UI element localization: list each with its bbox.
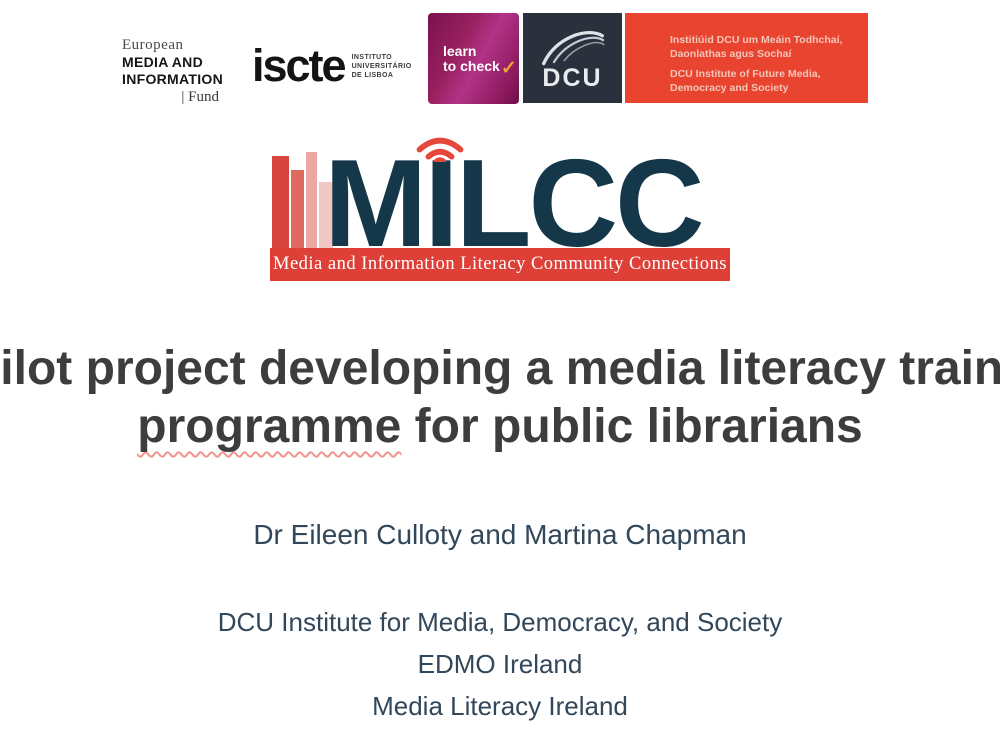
wifi-icon: [416, 137, 464, 162]
emif-line1: European: [122, 37, 184, 53]
emif-line3: INFORMATION: [122, 71, 224, 87]
irish-line2: Daonlathas agus Sochaí: [670, 47, 792, 60]
dcu-institute-irish: Institiúid DCU um Meáin Todhchaí, Daonla…: [670, 34, 858, 61]
iscte-subline1: INSTITUTO: [351, 53, 392, 61]
english-line1: DCU Institute of Future Media,: [670, 68, 821, 80]
title-line1: A pilot project developing a media liter…: [0, 342, 1000, 395]
book-spine-2: [291, 170, 304, 248]
dcu-logo: DCU: [523, 13, 622, 103]
learn-to-check-line2: to check✓: [443, 57, 517, 79]
affiliation-line: Media Literacy Ireland: [372, 691, 628, 721]
slide-title: A pilot project developing a media liter…: [0, 340, 1000, 456]
authors-line: Dr Eileen Culloty and Martina Chapman: [253, 519, 747, 550]
title-word-programme: programme: [137, 400, 402, 453]
book-spines-icon: [272, 152, 333, 248]
dcu-institute-english: DCU Institute of Future Media, Democracy…: [670, 68, 858, 95]
learn-to-check-line1: learn: [443, 42, 477, 59]
iscte-wordmark: iscte: [252, 40, 347, 91]
milcc-wordmark: MI LCC: [324, 137, 705, 266]
affiliation-line: EDMO Ireland: [417, 649, 583, 679]
english-line2: Democracy and Society: [670, 81, 789, 94]
check-icon: ✓: [500, 57, 517, 79]
iscte-subline3: DE LISBOA: [351, 71, 394, 79]
book-spine-1: [272, 156, 289, 248]
affiliation-line: DCU Institute for Media, Democracy, and …: [217, 607, 783, 637]
iscte-subline2: UNIVERSITÁRIO: [351, 62, 412, 70]
book-spine-4: [319, 182, 333, 248]
milcc-logo: MI LCC Media and Information Literacy Co…: [270, 124, 730, 281]
iscte-subtext: INSTITUTO UNIVERSITÁRIO DE LISBOA: [352, 53, 412, 80]
irish-line1: Institiúid DCU um Meáin Todhchaí,: [670, 34, 843, 46]
emif-line4: | Fund: [181, 89, 219, 105]
emif-logo: European MEDIA AND INFORMATION | Fund: [122, 37, 237, 107]
book-spine-3: [306, 152, 317, 248]
dcu-wordmark: DCU: [542, 63, 603, 92]
learn-to-check-logo: learn to check✓: [428, 13, 519, 104]
dcu-institute-logo: Institiúid DCU um Meáin Todhchaí, Daonla…: [625, 13, 868, 103]
title-line2: programme for public librarians: [137, 400, 863, 453]
affiliations-block: DCU Institute for Media, Democracy, and …: [0, 601, 1000, 727]
iscte-logo: iscte INSTITUTO UNIVERSITÁRIO DE LISBOA: [252, 40, 412, 91]
emif-line2: MEDIA AND: [122, 54, 203, 70]
dcu-swoosh-icon: [541, 30, 605, 65]
milcc-tagline-banner: Media and Information Literacy Community…: [270, 248, 730, 281]
